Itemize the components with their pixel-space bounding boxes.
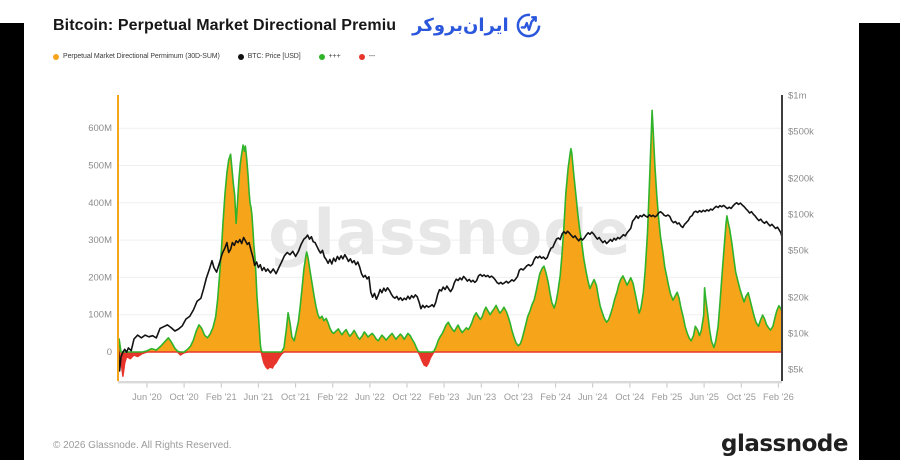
svg-text:Jun '22: Jun '22 [355, 392, 385, 402]
svg-text:Feb '21: Feb '21 [206, 392, 237, 402]
legend-item-negative[interactable]: --- [358, 53, 375, 60]
svg-text:400M: 400M [88, 198, 112, 209]
svg-text:600M: 600M [88, 123, 112, 134]
svg-text:Feb '25: Feb '25 [652, 392, 683, 402]
svg-text:Oct '25: Oct '25 [727, 392, 756, 402]
svg-text:$200k: $200k [788, 174, 814, 185]
svg-text:Jun '20: Jun '20 [132, 392, 162, 402]
iranbroker-wordmark: ایران‌بروکر [412, 14, 509, 36]
left-black-panel [0, 23, 24, 460]
btc-dot-icon [237, 53, 244, 60]
negative-dot-icon [358, 53, 365, 60]
svg-text:$100k: $100k [788, 210, 814, 221]
svg-text:Feb '26: Feb '26 [763, 392, 794, 402]
svg-text:$5k: $5k [788, 364, 804, 375]
svg-text:100M: 100M [88, 310, 112, 321]
chart-legend: Perpetual Market Directional Permimum (3… [53, 53, 393, 60]
svg-text:$10k: $10k [788, 329, 809, 340]
svg-text:Oct '21: Oct '21 [281, 392, 310, 402]
svg-text:Jun '24: Jun '24 [578, 392, 608, 402]
svg-text:200M: 200M [88, 272, 112, 283]
svg-text:Jun '21: Jun '21 [244, 392, 274, 402]
legend-item-premium[interactable]: Perpetual Market Directional Permimum (3… [53, 53, 220, 60]
svg-text:$1m: $1m [788, 91, 807, 102]
page-title: Bitcoin: Perpetual Market Directional Pr… [53, 16, 397, 34]
svg-text:Jun '23: Jun '23 [466, 392, 496, 402]
svg-text:300M: 300M [88, 235, 112, 246]
svg-text:500M: 500M [88, 161, 112, 172]
svg-text:Oct '22: Oct '22 [392, 392, 421, 402]
premium-dot-icon [53, 53, 59, 60]
copyright-text: © 2026 Glassnode. All Rights Reserved. [53, 440, 232, 451]
svg-text:Feb '22: Feb '22 [317, 392, 348, 402]
svg-text:Oct '24: Oct '24 [615, 392, 644, 402]
svg-text:$50k: $50k [788, 245, 809, 256]
glassnode-wordmark[interactable]: glassnode [721, 431, 849, 457]
right-black-panel [859, 23, 900, 460]
iranbroker-logo: ایران‌بروکر [412, 12, 541, 39]
svg-text:Oct '20: Oct '20 [170, 392, 199, 402]
svg-text:Feb '24: Feb '24 [540, 392, 571, 402]
chart-header: Bitcoin: Perpetual Market Directional Pr… [53, 12, 542, 39]
positive-dot-icon [318, 53, 325, 60]
legend-item-positive[interactable]: +++ [318, 53, 341, 60]
svg-text:$500k: $500k [788, 126, 814, 137]
svg-text:Oct '23: Oct '23 [504, 392, 533, 402]
svg-text:$20k: $20k [788, 293, 809, 304]
svg-text:Feb '23: Feb '23 [429, 392, 460, 402]
svg-text:Jun '25: Jun '25 [689, 392, 719, 402]
pulse-circle-icon [515, 12, 542, 39]
svg-text:0: 0 [107, 347, 112, 358]
legend-item-btc-price[interactable]: BTC: Price [USD] [237, 53, 301, 60]
